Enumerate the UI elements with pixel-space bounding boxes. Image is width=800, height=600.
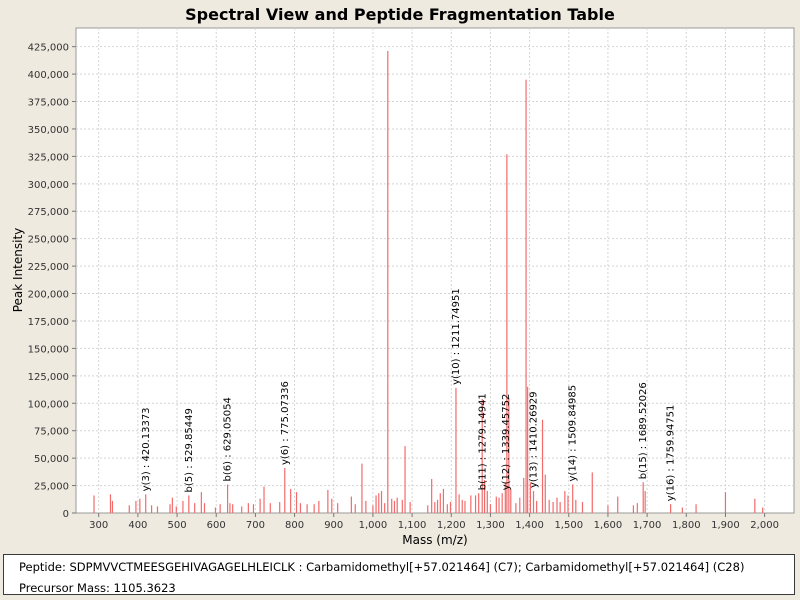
x-tick-label: 2,000 (750, 520, 779, 531)
y-tick-label: 0 (63, 509, 69, 520)
x-tick-label: 1,400 (515, 520, 544, 531)
y-axis-label: Peak Intensity (11, 228, 25, 313)
fragment-annotation: y(13) : 1410.26929 (529, 391, 540, 488)
fragment-annotation: y(14) : 1509.84985 (568, 385, 579, 482)
y-tick-label: 25,000 (34, 482, 69, 493)
fragment-annotation: y(3) : 420.13373 (141, 407, 152, 491)
y-tick-label: 350,000 (28, 125, 69, 136)
y-tick-label: 300,000 (28, 180, 69, 191)
x-tick-label: 600 (207, 520, 226, 531)
plot-area (75, 27, 795, 514)
fragment-annotation: b(11) : 1279.14941 (477, 393, 488, 490)
x-tick-label: 1,200 (437, 520, 466, 531)
fragment-annotation: y(12) : 1339.45752 (501, 394, 512, 491)
x-tick-label: 1,500 (554, 520, 583, 531)
x-tick-label: 1,900 (711, 520, 740, 531)
fragment-annotation: y(10) : 1211.74951 (451, 288, 462, 385)
fragment-annotation: b(15) : 1689.52026 (638, 382, 649, 479)
fragment-annotation: b(6) : 629.05054 (223, 397, 234, 481)
y-tick-label: 425,000 (28, 43, 69, 54)
y-tick-label: 125,000 (28, 372, 69, 383)
x-tick-label: 700 (246, 520, 265, 531)
fragment-annotation: y(16) : 1759.94751 (666, 405, 677, 502)
x-tick-label: 900 (324, 520, 343, 531)
x-axis-label: Mass (m/z) (402, 533, 467, 547)
y-tick-label: 150,000 (28, 344, 69, 355)
peptide-sequence: Peptide: SDPMVVCTMEESGEHIVAGAGELHLEICLK … (19, 560, 745, 574)
x-tick-label: 1,700 (633, 520, 662, 531)
x-tick-label: 500 (168, 520, 187, 531)
chart-title: Spectral View and Peptide Fragmentation … (185, 5, 615, 24)
fragment-annotation: y(6) : 775.07336 (280, 381, 291, 465)
x-tick-label: 1,000 (359, 520, 388, 531)
x-tick-label: 800 (285, 520, 304, 531)
x-tick-label: 1,600 (594, 520, 623, 531)
spectrum-chart: Spectral View and Peptide Fragmentation … (11, 5, 795, 547)
x-tick-label: 300 (89, 520, 108, 531)
y-tick-label: 400,000 (28, 70, 69, 81)
y-tick-label: 225,000 (28, 262, 69, 273)
y-tick-label: 175,000 (28, 317, 69, 328)
precursor-mass: Precursor Mass: 1105.3623 (19, 581, 176, 595)
x-tick-label: 1,800 (672, 520, 701, 531)
x-tick-label: 1,300 (476, 520, 505, 531)
y-tick-label: 325,000 (28, 152, 69, 163)
y-tick-label: 375,000 (28, 98, 69, 109)
y-tick-label: 100,000 (28, 399, 69, 410)
y-tick-label: 250,000 (28, 235, 69, 246)
y-tick-label: 75,000 (34, 427, 69, 438)
y-tick-label: 275,000 (28, 207, 69, 218)
fragment-annotation: b(5) : 529.85449 (184, 408, 195, 492)
y-tick-label: 200,000 (28, 290, 69, 301)
x-tick-label: 1,100 (398, 520, 427, 531)
x-tick-label: 400 (128, 520, 147, 531)
peptide-info-panel: Peptide: SDPMVVCTMEESGEHIVAGAGELHLEICLK … (3, 554, 795, 595)
y-tick-label: 50,000 (34, 454, 69, 465)
